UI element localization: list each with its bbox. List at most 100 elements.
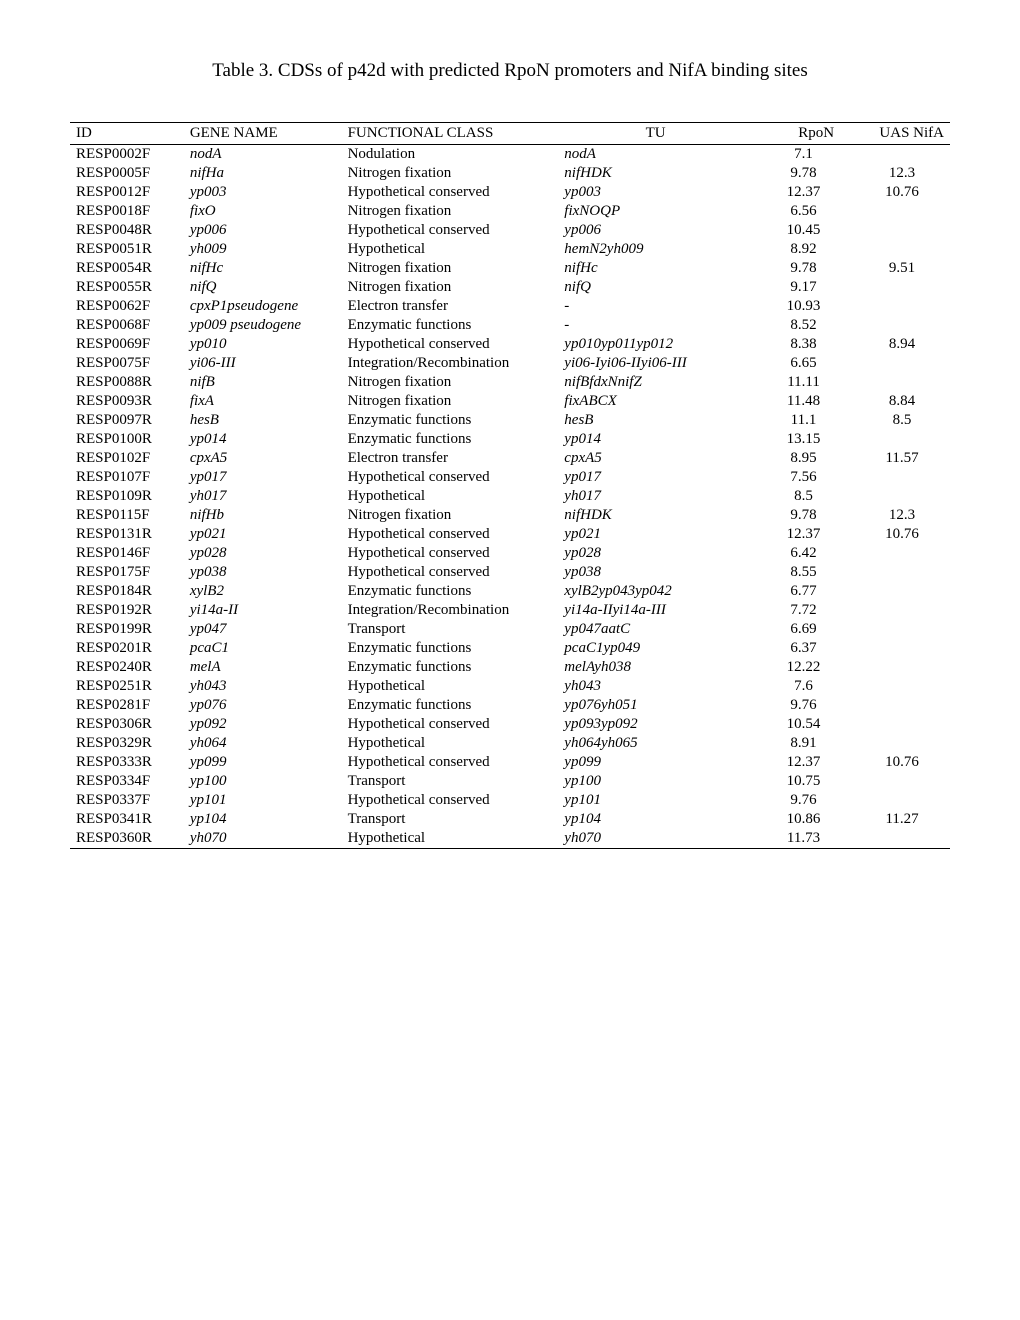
cell-id: RESP0068F — [70, 316, 184, 335]
cell-uas — [854, 221, 950, 240]
table-row: RESP0184RxylB2Enzymatic functionsxylB2yp… — [70, 582, 950, 601]
cell-uas — [854, 202, 950, 221]
cell-rpon: 8.5 — [753, 487, 854, 506]
cell-uas — [854, 430, 950, 449]
cell-tu: yp010yp011yp012 — [558, 335, 753, 354]
cell-func: Hypothetical — [342, 734, 559, 753]
cell-func: Hypothetical — [342, 487, 559, 506]
cell-uas — [854, 373, 950, 392]
cell-gene: nodA — [184, 145, 342, 165]
table-row: RESP0281Fyp076Enzymatic functionsyp076yh… — [70, 696, 950, 715]
cell-func: Nitrogen fixation — [342, 259, 559, 278]
cell-func: Transport — [342, 772, 559, 791]
cell-uas — [854, 316, 950, 335]
cell-func: Hypothetical conserved — [342, 183, 559, 202]
cell-id: RESP0093R — [70, 392, 184, 411]
cell-rpon: 6.56 — [753, 202, 854, 221]
cell-gene: cpxP1pseudogene — [184, 297, 342, 316]
cell-id: RESP0337F — [70, 791, 184, 810]
cell-uas — [854, 772, 950, 791]
cell-func: Enzymatic functions — [342, 411, 559, 430]
data-table: ID GENE NAME FUNCTIONAL CLASS TU RpoN UA… — [70, 122, 950, 849]
cell-uas — [854, 544, 950, 563]
cell-gene: yp028 — [184, 544, 342, 563]
table-row: RESP0055RnifQNitrogen fixationnifQ9.17 — [70, 278, 950, 297]
cell-rpon: 7.1 — [753, 145, 854, 165]
cell-func: Transport — [342, 620, 559, 639]
cell-gene: yp017 — [184, 468, 342, 487]
cell-gene: fixA — [184, 392, 342, 411]
cell-func: Enzymatic functions — [342, 696, 559, 715]
table-row: RESP0146Fyp028Hypothetical conservedyp02… — [70, 544, 950, 563]
cell-func: Hypothetical conserved — [342, 563, 559, 582]
cell-rpon: 7.56 — [753, 468, 854, 487]
cell-gene: yp100 — [184, 772, 342, 791]
cell-uas — [854, 563, 950, 582]
cell-gene: yp076 — [184, 696, 342, 715]
col-header-tu: TU — [558, 123, 753, 145]
cell-func: Enzymatic functions — [342, 582, 559, 601]
cell-func: Hypothetical conserved — [342, 335, 559, 354]
cell-gene: yh070 — [184, 829, 342, 849]
cell-gene: yp006 — [184, 221, 342, 240]
cell-id: RESP0055R — [70, 278, 184, 297]
cell-tu: yp093yp092 — [558, 715, 753, 734]
cell-rpon: 10.93 — [753, 297, 854, 316]
cell-uas: 8.94 — [854, 335, 950, 354]
cell-func: Nitrogen fixation — [342, 392, 559, 411]
table-row: RESP0107Fyp017Hypothetical conservedyp01… — [70, 468, 950, 487]
cell-gene: yp101 — [184, 791, 342, 810]
table-row: RESP0131Ryp021Hypothetical conservedyp02… — [70, 525, 950, 544]
cell-uas — [854, 620, 950, 639]
cell-rpon: 6.77 — [753, 582, 854, 601]
cell-tu: hesB — [558, 411, 753, 430]
cell-id: RESP0240R — [70, 658, 184, 677]
cell-tu: nifBfdxNnifZ — [558, 373, 753, 392]
table-row: RESP0192Ryi14a-IIIntegration/Recombinati… — [70, 601, 950, 620]
table-row: RESP0201RpcaC1Enzymatic functionspcaC1yp… — [70, 639, 950, 658]
cell-func: Hypothetical conserved — [342, 544, 559, 563]
table-row: RESP0329Ryh064Hypotheticalyh064yh0658.91 — [70, 734, 950, 753]
cell-func: Integration/Recombination — [342, 601, 559, 620]
cell-tu: nifQ — [558, 278, 753, 297]
cell-uas — [854, 297, 950, 316]
cell-gene: hesB — [184, 411, 342, 430]
cell-rpon: 12.22 — [753, 658, 854, 677]
cell-uas — [854, 354, 950, 373]
cell-uas: 10.76 — [854, 753, 950, 772]
cell-id: RESP0069F — [70, 335, 184, 354]
cell-rpon: 9.76 — [753, 791, 854, 810]
cell-rpon: 12.37 — [753, 183, 854, 202]
cell-func: Nitrogen fixation — [342, 278, 559, 297]
cell-id: RESP0051R — [70, 240, 184, 259]
cell-gene: fixO — [184, 202, 342, 221]
cell-tu: yh064yh065 — [558, 734, 753, 753]
cell-id: RESP0102F — [70, 449, 184, 468]
table-row: RESP0012Fyp003Hypothetical conservedyp00… — [70, 183, 950, 202]
cell-gene: yp038 — [184, 563, 342, 582]
cell-id: RESP0334F — [70, 772, 184, 791]
table-row: RESP0018FfixONitrogen fixationfixNOQP6.5… — [70, 202, 950, 221]
table-row: RESP0306Ryp092Hypothetical conservedyp09… — [70, 715, 950, 734]
cell-gene: yh043 — [184, 677, 342, 696]
cell-rpon: 8.52 — [753, 316, 854, 335]
cell-tu: yp003 — [558, 183, 753, 202]
table-row: RESP0100Ryp014Enzymatic functionsyp01413… — [70, 430, 950, 449]
table-row: RESP0002FnodANodulationnodA7.1 — [70, 145, 950, 165]
cell-gene: yp099 — [184, 753, 342, 772]
cell-id: RESP0333R — [70, 753, 184, 772]
cell-id: RESP0341R — [70, 810, 184, 829]
cell-id: RESP0075F — [70, 354, 184, 373]
cell-uas: 8.84 — [854, 392, 950, 411]
table-row: RESP0240RmelAEnzymatic functionsmelAyh03… — [70, 658, 950, 677]
cell-rpon: 11.48 — [753, 392, 854, 411]
cell-rpon: 9.78 — [753, 259, 854, 278]
cell-gene: yh017 — [184, 487, 342, 506]
cell-tu: fixNOQP — [558, 202, 753, 221]
cell-uas — [854, 601, 950, 620]
cell-id: RESP0306R — [70, 715, 184, 734]
cell-gene: cpxA5 — [184, 449, 342, 468]
cell-tu: yp038 — [558, 563, 753, 582]
cell-tu: yp076yh051 — [558, 696, 753, 715]
table-row: RESP0069Fyp010Hypothetical conservedyp01… — [70, 335, 950, 354]
